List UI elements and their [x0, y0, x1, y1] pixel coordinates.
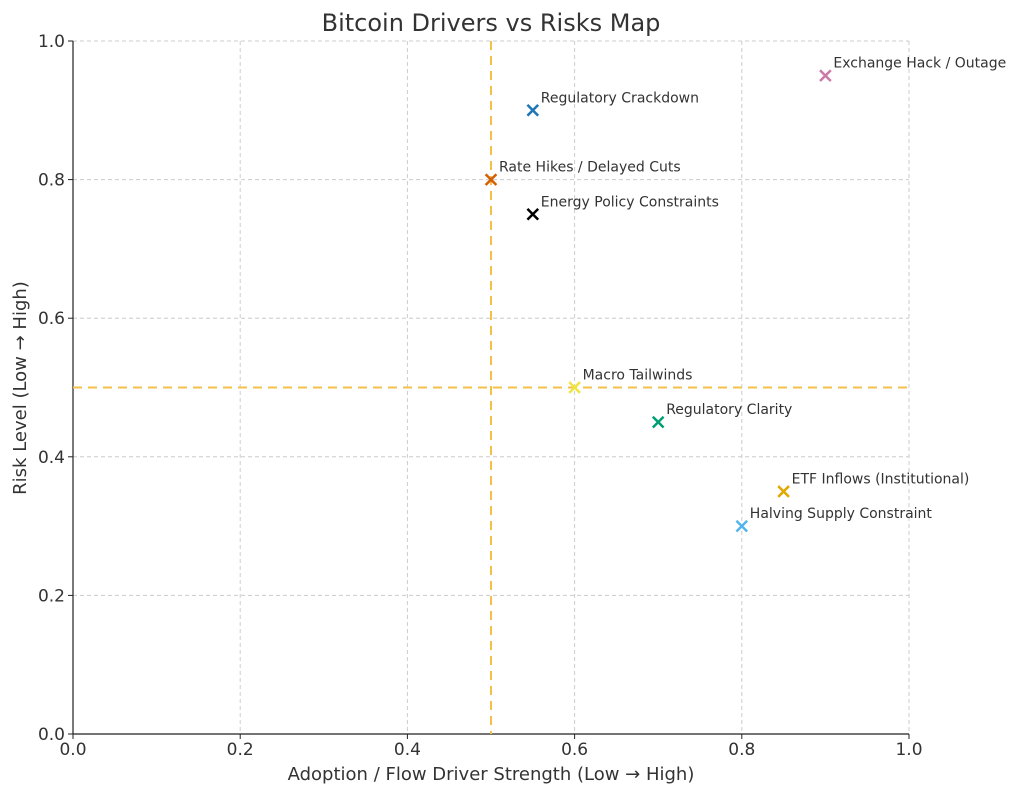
y-tick-label: 0.0 [38, 725, 65, 745]
x-tick-label: 0.0 [59, 740, 86, 760]
x-marker-stroke [484, 173, 498, 186]
data-point-label: Energy Policy Constraints [541, 194, 719, 210]
y-tick-label: 1.0 [38, 32, 65, 52]
data-point [484, 173, 498, 186]
data-points [484, 69, 832, 533]
x-marker-stroke [777, 485, 790, 498]
x-marker-stroke [735, 519, 749, 533]
y-axis-label: Risk Level (Low → High) [10, 281, 31, 495]
data-point-label: Exchange Hack / Outage [833, 56, 1006, 72]
data-point [526, 207, 540, 221]
data-point-label: Rate Hikes / Delayed Cuts [499, 160, 681, 176]
data-point [819, 69, 832, 82]
y-tick-label: 0.2 [38, 586, 65, 606]
data-point [777, 485, 790, 498]
data-point-label: Macro Tailwinds [583, 368, 693, 384]
y-tick-label: 0.8 [38, 171, 65, 191]
y-tick-label: 0.6 [38, 309, 65, 329]
axes-layer [68, 40, 910, 739]
data-point [568, 381, 581, 394]
x-marker-stroke [568, 381, 581, 394]
data-point [651, 415, 665, 429]
data-point [526, 104, 540, 117]
x-marker-stroke [526, 104, 540, 117]
x-marker-stroke [819, 69, 832, 82]
x-tick-label: 0.6 [561, 740, 588, 760]
x-marker-stroke [651, 415, 665, 429]
data-point-label: ETF Inflows (Institutional) [792, 471, 970, 487]
x-tick-label: 0.2 [227, 740, 254, 760]
x-axis-label: Adoption / Flow Driver Strength (Low → H… [288, 764, 695, 785]
tick-labels: 0.0 0.2 0.4 0.6 0.8 1.0 0.0 0.2 0.4 0.6 0.8 1.0 [38, 32, 923, 760]
chart-title: Bitcoin Drivers vs Risks Map [322, 9, 661, 37]
data-point-label: Regulatory Crackdown [541, 90, 699, 106]
x-tick-label: 1.0 [895, 740, 922, 760]
data-point-label: Regulatory Clarity [666, 402, 792, 418]
data-point [735, 519, 749, 533]
reference-lines [73, 41, 909, 734]
y-tick-label: 0.4 [38, 448, 65, 468]
x-marker-stroke [526, 207, 540, 221]
x-tick-label: 0.8 [728, 740, 755, 760]
point-labels: Regulatory Crackdown Rate Hikes / Delayed… [499, 56, 1006, 522]
data-point-label: Halving Supply Constraint [750, 506, 933, 522]
x-tick-label: 0.4 [394, 740, 421, 760]
